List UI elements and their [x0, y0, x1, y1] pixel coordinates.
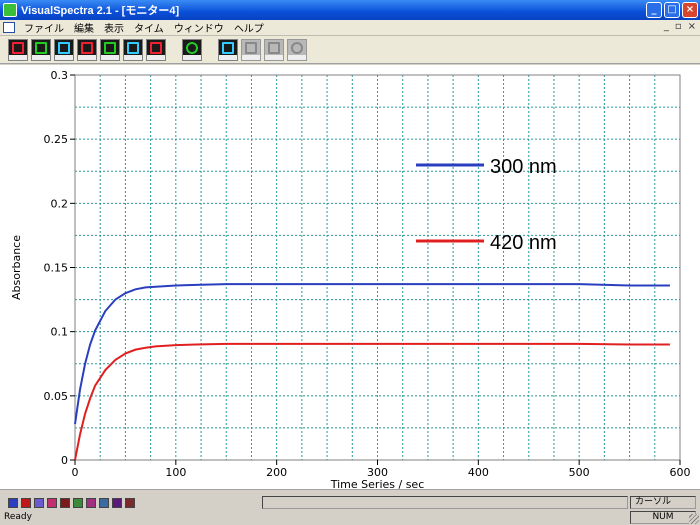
x-tick-label: 400: [468, 466, 489, 479]
color-swatch[interactable]: [8, 498, 18, 508]
color-swatch[interactable]: [34, 498, 44, 508]
zoom-icon: [104, 41, 116, 54]
color-swatch[interactable]: [21, 498, 31, 508]
start-icon: [222, 41, 234, 54]
x-axis-label: Time Series / sec: [330, 478, 425, 489]
measure-icon: [186, 41, 198, 54]
graph-icon: [81, 41, 93, 54]
measure-button[interactable]: [182, 38, 202, 61]
legend-label: 420 nm: [490, 232, 557, 254]
app-icon: [3, 3, 17, 17]
y-tick-label: 0.05: [44, 390, 69, 403]
menu-view[interactable]: 表示: [104, 24, 124, 35]
y-tick-label: 0.1: [51, 326, 69, 339]
menu-bar: ファイル 編集 表示 タイム ウィンドウ ヘルプ _ ▫ ×: [0, 20, 700, 36]
button-caption: [265, 54, 283, 60]
mdi-close-button[interactable]: ×: [687, 21, 696, 32]
pan-button[interactable]: [146, 38, 166, 61]
color-swatch[interactable]: [60, 498, 70, 508]
resize-grip[interactable]: [689, 514, 699, 524]
num-lock-indicator: NUM: [630, 511, 696, 524]
menu-help[interactable]: ヘルプ: [233, 24, 264, 35]
series-line-420-nm: [74, 342, 670, 461]
button-caption: [183, 54, 201, 60]
color-swatches: [8, 498, 135, 508]
status-field: [262, 496, 628, 509]
x-tick-label: 0: [72, 466, 79, 479]
y-tick-label: 0.3: [51, 69, 69, 82]
zoom-xy-button[interactable]: [123, 38, 143, 61]
series-line-300-nm: [74, 283, 670, 425]
button-caption: [9, 54, 27, 60]
mdi-restore-button[interactable]: ▫: [674, 21, 682, 32]
button-caption: [124, 54, 142, 60]
button-caption: [242, 54, 260, 60]
zoom-button[interactable]: [100, 38, 120, 61]
minimize-button[interactable]: _: [646, 2, 662, 18]
mdi-minimize-button[interactable]: _: [663, 21, 669, 32]
color-swatch[interactable]: [73, 498, 83, 508]
button-caption: [219, 54, 237, 60]
legend-label: 300 nm: [490, 156, 557, 178]
graph-button[interactable]: [77, 38, 97, 61]
pause-icon: [245, 41, 257, 54]
window-title: VisualSpectra 2.1 - [モニター4]: [21, 5, 180, 17]
button-caption: [55, 54, 73, 60]
color-swatch[interactable]: [86, 498, 96, 508]
maximize-button[interactable]: □: [664, 2, 680, 18]
button-caption: [32, 54, 50, 60]
x-tick-label: 600: [670, 466, 691, 479]
close-button[interactable]: ×: [682, 2, 698, 18]
toolbar: [0, 36, 700, 64]
title-bar: VisualSpectra 2.1 - [モニター4] _ □ ×: [0, 0, 700, 20]
stop-icon: [268, 41, 280, 54]
start-button[interactable]: [218, 38, 238, 61]
menu-edit[interactable]: 編集: [74, 24, 94, 35]
stop-button[interactable]: [264, 38, 284, 61]
cursor-field: カーソル: [630, 496, 696, 509]
pause-button[interactable]: [241, 38, 261, 61]
chart-area: 0 100 200 300 400 500 600 0 0.05 0.1 0.15 0.2 0.25 0.…: [0, 65, 700, 491]
bottom-bar: カーソル Ready NUM: [0, 489, 700, 525]
y-tick-label: 0.2: [51, 197, 69, 210]
y-axis-label: Absorbance: [10, 235, 23, 300]
button-caption: [78, 54, 96, 60]
menu-file[interactable]: ファイル: [24, 24, 64, 35]
scale-y-icon: [35, 41, 47, 54]
document-icon[interactable]: [3, 22, 15, 33]
pan-icon: [150, 41, 162, 54]
button-caption: [101, 54, 119, 60]
button-caption: [288, 54, 306, 60]
settings-button[interactable]: [287, 38, 307, 61]
menu-time[interactable]: タイム: [134, 24, 164, 35]
y-tick-label: 0.25: [44, 133, 69, 146]
y-tick-label: 0.15: [44, 262, 69, 275]
scale-xy-button[interactable]: [54, 38, 74, 61]
button-caption: [147, 54, 165, 60]
color-swatch[interactable]: [47, 498, 57, 508]
x-tick-label: 500: [569, 466, 590, 479]
scale-x-button[interactable]: [8, 38, 28, 61]
absorbance-chart: 0 100 200 300 400 500 600 0 0.05 0.1 0.15 0.2 0.25 0.…: [10, 69, 691, 491]
x-tick-label: 200: [266, 466, 287, 479]
scale-y-button[interactable]: [31, 38, 51, 61]
scale-x-icon: [12, 41, 24, 54]
x-tick-label: 100: [165, 466, 186, 479]
menu-window[interactable]: ウィンドウ: [173, 24, 224, 35]
zoom-xy-icon: [127, 41, 139, 54]
x-tick-label: 300: [367, 466, 388, 479]
color-swatch[interactable]: [125, 498, 135, 508]
color-swatch[interactable]: [99, 498, 109, 508]
color-swatch[interactable]: [112, 498, 122, 508]
status-ready: Ready: [4, 512, 32, 522]
scale-xy-icon: [58, 41, 70, 54]
y-tick-label: 0: [61, 454, 68, 467]
settings-icon: [291, 41, 303, 54]
